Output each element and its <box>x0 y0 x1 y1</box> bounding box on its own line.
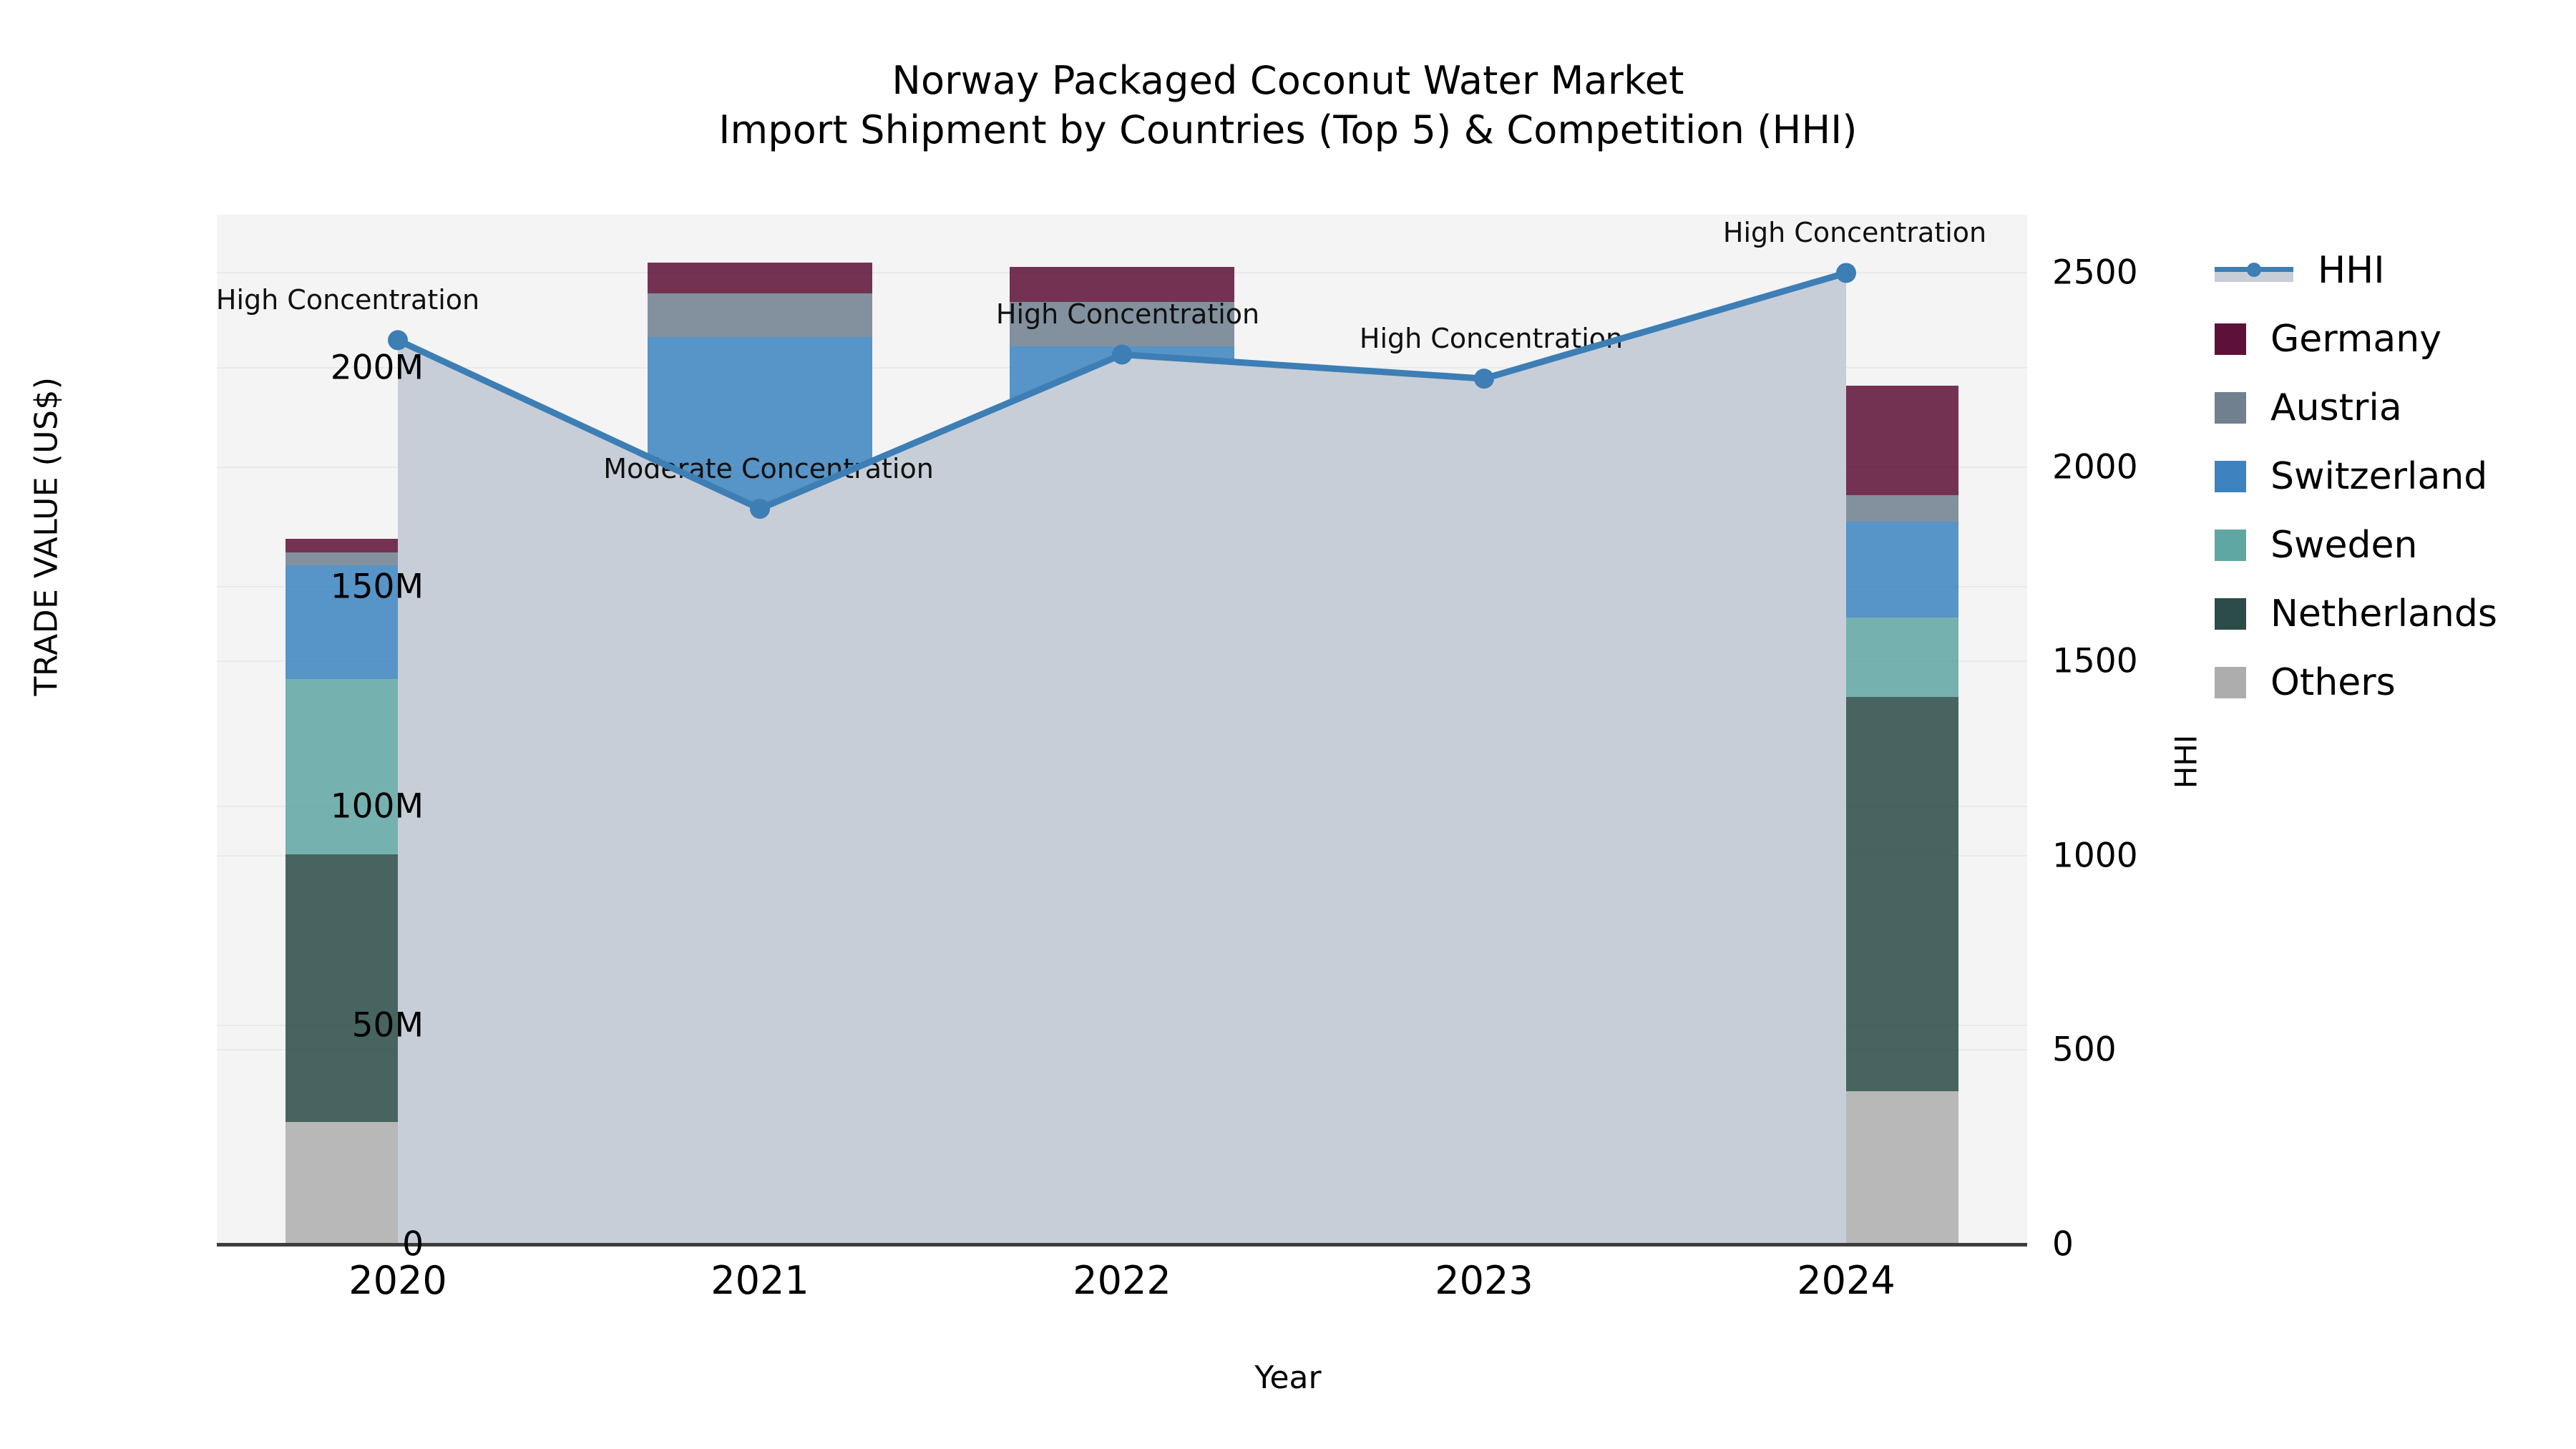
bar-segment-2024-netherlands[interactable] <box>1734 696 1958 1091</box>
y-tick-label-1: 50M <box>351 1005 424 1045</box>
y-tick-label-0: 0 <box>402 1224 424 1264</box>
bar-segment-2024-others[interactable] <box>1734 1091 1958 1244</box>
legend-label-switzerland: Switzerland <box>2270 455 2488 498</box>
x-axis-label: Year <box>1254 1360 1322 1396</box>
bar-segment-2021-sweden[interactable] <box>648 504 872 719</box>
y-tick-label-3: 150M <box>330 567 424 607</box>
bar-group-2024[interactable] <box>1734 385 1958 1244</box>
legend-label-netherlands: Netherlands <box>2270 592 2497 635</box>
bar-group-2023[interactable] <box>1372 381 1596 1244</box>
bar-segment-2020-germany[interactable] <box>286 539 510 552</box>
legend-swatch-others <box>2215 667 2246 698</box>
annotation-2023: High Concentration <box>1359 323 1624 355</box>
legend-swatch-sweden <box>2215 530 2246 561</box>
bar-group-2020[interactable] <box>286 539 510 1244</box>
bar-segment-2023-austria[interactable] <box>1372 403 1596 522</box>
bar-segment-2023-germany[interactable] <box>1372 381 1596 404</box>
legend-swatch-germany <box>2215 323 2246 355</box>
legend-label-hhi: HHI <box>2318 249 2385 292</box>
annotation-2020: High Concentration <box>215 284 480 316</box>
bar-segment-2024-sweden[interactable] <box>1734 618 1958 697</box>
y2-tick-label-1: 500 <box>2052 1030 2117 1070</box>
x-tick-label-2020: 2020 <box>348 1258 447 1303</box>
legend-label-others: Others <box>2270 661 2396 704</box>
x-axis-line <box>217 1243 2027 1246</box>
bar-segment-2020-sweden[interactable] <box>286 679 510 855</box>
bar-segment-2022-germany[interactable] <box>1010 267 1234 303</box>
x-tick-label-2021: 2021 <box>711 1258 809 1303</box>
legend-label-germany: Germany <box>2270 318 2442 361</box>
bar-segment-2023-others[interactable] <box>1372 1051 1596 1244</box>
chart-legend: HHI Germany Austria Switzerland Sweden Nether… <box>2215 236 2565 717</box>
secondary-y-axis-label: HHI <box>2168 734 2204 789</box>
bar-segment-2020-austria[interactable] <box>286 552 510 565</box>
legend-item-hhi[interactable]: HHI <box>2215 236 2565 305</box>
bar-segment-2024-austria[interactable] <box>1734 494 1958 522</box>
y2-tick-label-0: 0 <box>2052 1224 2074 1264</box>
y-tick-label-4: 200M <box>330 348 424 388</box>
bar-segment-2022-switzerland[interactable] <box>1010 346 1234 509</box>
bar-segment-2021-austria[interactable] <box>648 293 872 338</box>
legend-item-germany[interactable]: Germany <box>2215 305 2565 374</box>
legend-swatch-switzerland <box>2215 461 2246 492</box>
x-tick-label-2024: 2024 <box>1797 1258 1896 1303</box>
bar-segment-2021-netherlands[interactable] <box>648 718 872 1030</box>
legend-label-austria: Austria <box>2270 386 2402 429</box>
annotation-2024: High Concentration <box>1722 217 1987 249</box>
legend-label-sweden: Sweden <box>2270 524 2418 567</box>
annotation-2022: High Concentration <box>995 298 1260 331</box>
legend-item-austria[interactable]: Austria <box>2215 374 2565 442</box>
y2-tick-label-4: 2000 <box>2052 447 2138 487</box>
legend-item-netherlands[interactable]: Netherlands <box>2215 580 2565 648</box>
x-tick-label-2022: 2022 <box>1073 1258 1171 1303</box>
bar-segment-2020-netherlands[interactable] <box>286 854 510 1122</box>
bar-segment-2022-others[interactable] <box>1010 1043 1234 1244</box>
y-tick-label-2: 100M <box>330 786 424 826</box>
bar-group-2021[interactable] <box>648 263 872 1244</box>
y2-tick-label-5: 2500 <box>2052 253 2138 293</box>
legend-swatch-austria <box>2215 392 2246 424</box>
bar-segment-2022-sweden[interactable] <box>1010 508 1234 635</box>
bar-segment-2023-switzerland[interactable] <box>1372 521 1596 579</box>
legend-item-sweden[interactable]: Sweden <box>2215 511 2565 580</box>
annotation-2021: Moderate Concentration <box>603 453 934 485</box>
bar-segment-2022-netherlands[interactable] <box>1010 635 1234 1043</box>
y2-tick-label-2: 1000 <box>2052 836 2138 876</box>
legend-item-switzerland[interactable]: Switzerland <box>2215 442 2565 511</box>
plot-area <box>217 215 2027 1245</box>
bar-segment-2021-others[interactable] <box>648 1029 872 1244</box>
bar-segment-2023-netherlands[interactable] <box>1372 688 1596 1052</box>
bar-segment-2021-germany[interactable] <box>648 263 872 294</box>
x-tick-label-2023: 2023 <box>1435 1258 1533 1303</box>
chart-title-line-1: Norway Packaged Coconut Water Market <box>892 58 1684 103</box>
chart-title-line-2: Import Shipment by Countries (Top 5) & C… <box>718 107 1858 153</box>
bar-segment-2024-germany[interactable] <box>1734 385 1958 495</box>
chart-title: Norway Packaged Coconut Water Market Imp… <box>0 56 2576 155</box>
legend-swatch-netherlands <box>2215 598 2246 630</box>
bar-segment-2024-switzerland[interactable] <box>1734 521 1958 618</box>
legend-line-marker-icon <box>2215 255 2293 286</box>
legend-item-others[interactable]: Others <box>2215 648 2565 717</box>
bar-segment-2023-sweden[interactable] <box>1372 578 1596 688</box>
bar-group-2022[interactable] <box>1010 267 1234 1244</box>
y-axis-label: TRADE VALUE (US$) <box>28 376 65 696</box>
y2-tick-label-3: 1500 <box>2052 641 2138 681</box>
